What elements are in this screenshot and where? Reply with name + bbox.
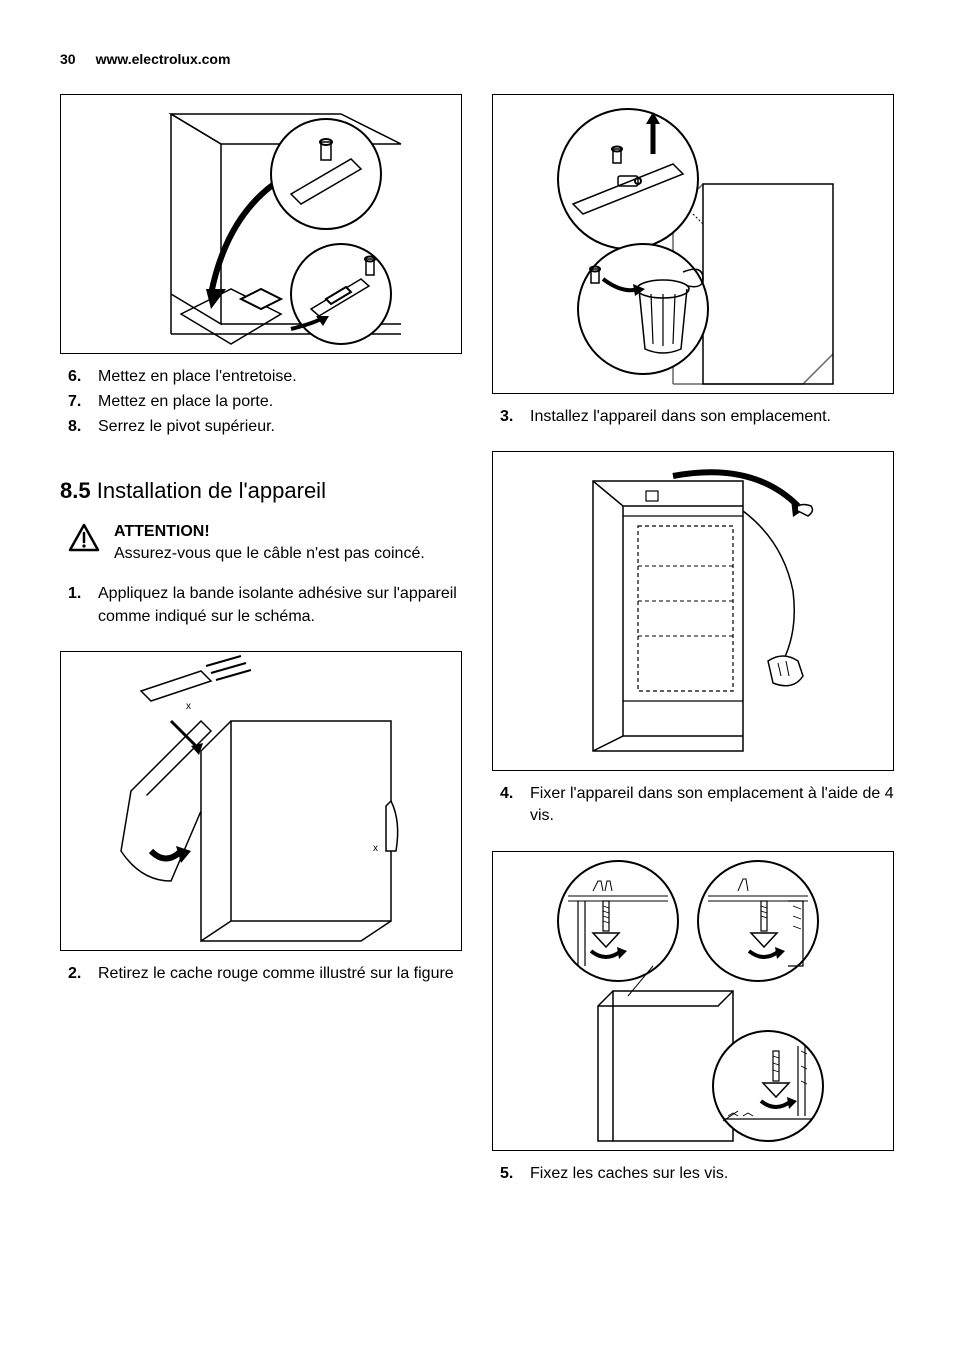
figure-adhesive-tape: x x xyxy=(60,651,462,951)
content-columns: 6. Mettez en place l'entretoise. 7. Mett… xyxy=(60,94,894,1209)
steps-5: 5. Fixez les caches sur les vis. xyxy=(492,1163,894,1188)
warning-body: Assurez-vous que le câble n'est pas coin… xyxy=(114,543,425,565)
right-column: 3. Installez l'appareil dans son emplace… xyxy=(492,94,894,1209)
step-number: 2. xyxy=(68,963,88,985)
step-text: Fixer l'appareil dans son emplacement à … xyxy=(530,783,894,828)
step-number: 3. xyxy=(500,406,520,428)
step-item: 4. Fixer l'appareil dans son emplacement… xyxy=(492,783,894,828)
step-text: Appliquez la bande isolante adhésive sur… xyxy=(98,583,462,628)
section-number: 8.5 xyxy=(60,478,91,503)
warning-box: ATTENTION! Assurez-vous que le câble n'e… xyxy=(60,521,462,566)
hinge-diagram-svg xyxy=(111,94,411,354)
step-text: Serrez le pivot supérieur. xyxy=(98,416,275,438)
tape-diagram-svg: x x xyxy=(111,651,411,951)
step-item: 8. Serrez le pivot supérieur. xyxy=(60,416,462,438)
steps-6-8: 6. Mettez en place l'entretoise. 7. Mett… xyxy=(60,366,462,442)
steps-3: 3. Installez l'appareil dans son emplace… xyxy=(492,406,894,431)
site-url: www.electrolux.com xyxy=(96,50,231,70)
step-item: 2. Retirez le cache rouge comme illustré… xyxy=(60,963,462,985)
niche-diagram-svg xyxy=(543,451,843,771)
step-number: 6. xyxy=(68,366,88,388)
page-number: 30 xyxy=(60,50,76,70)
warning-text: ATTENTION! Assurez-vous que le câble n'e… xyxy=(114,521,425,566)
step-item: 5. Fixez les caches sur les vis. xyxy=(492,1163,894,1185)
warning-title: ATTENTION! xyxy=(114,521,425,543)
step-number: 1. xyxy=(68,583,88,628)
step-text: Fixez les caches sur les vis. xyxy=(530,1163,728,1185)
figure-remove-cap xyxy=(492,94,894,394)
step-number: 7. xyxy=(68,391,88,413)
screw-diagram-svg xyxy=(543,851,843,1151)
step-number: 4. xyxy=(500,783,520,828)
step-number: 8. xyxy=(68,416,88,438)
remove-cap-svg xyxy=(543,94,843,394)
figure-screw-fixing xyxy=(492,851,894,1151)
step-text: Mettez en place l'entretoise. xyxy=(98,366,297,388)
step-item: 6. Mettez en place l'entretoise. xyxy=(60,366,462,388)
step-item: 1. Appliquez la bande isolante adhésive … xyxy=(60,583,462,628)
step-text: Retirez le cache rouge comme illustré su… xyxy=(98,963,454,985)
left-column: 6. Mettez en place l'entretoise. 7. Mett… xyxy=(60,94,462,1209)
step-number: 5. xyxy=(500,1163,520,1185)
steps-2: 2. Retirez le cache rouge comme illustré… xyxy=(60,963,462,988)
figure-slide-into-niche xyxy=(492,451,894,771)
step-item: 3. Installez l'appareil dans son emplace… xyxy=(492,406,894,428)
step-item: 7. Mettez en place la porte. xyxy=(60,391,462,413)
steps-1: 1. Appliquez la bande isolante adhésive … xyxy=(60,583,462,631)
svg-text:x: x xyxy=(373,843,378,854)
page-header: 30 www.electrolux.com xyxy=(60,50,894,70)
steps-4: 4. Fixer l'appareil dans son emplacement… xyxy=(492,783,894,831)
figure-hinge-spacer xyxy=(60,94,462,354)
svg-text:x: x xyxy=(186,701,191,712)
section-title: Installation de l'appareil xyxy=(97,478,326,503)
step-text: Mettez en place la porte. xyxy=(98,391,273,413)
warning-icon xyxy=(68,523,100,566)
section-heading: 8.5 Installation de l'appareil xyxy=(60,476,462,507)
step-text: Installez l'appareil dans son emplacemen… xyxy=(530,406,831,428)
